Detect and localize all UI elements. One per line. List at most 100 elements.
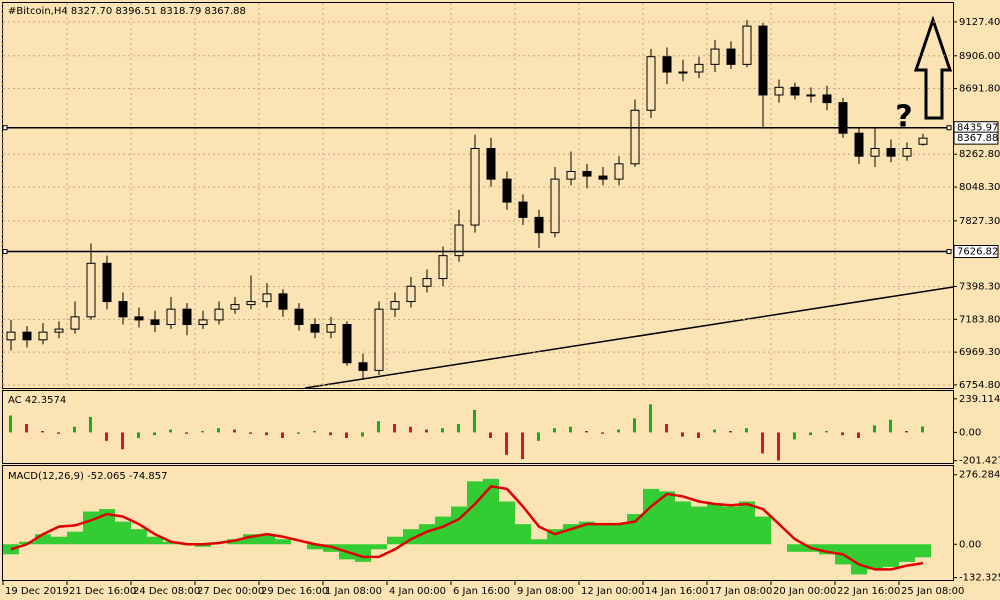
ac-bar xyxy=(761,432,764,454)
candle-body xyxy=(646,56,656,111)
candle-body xyxy=(902,148,912,157)
ac-bar xyxy=(809,432,812,436)
x-tick-label: 21 Dec 16:00 xyxy=(69,586,136,597)
candle-body xyxy=(470,148,480,226)
macd-bar xyxy=(819,544,835,555)
ac-bar xyxy=(553,428,556,433)
ac-bar xyxy=(217,428,220,433)
y-tick-label: -132.325 xyxy=(959,573,1000,584)
macd-bar xyxy=(883,544,899,567)
price-label: 8435.97 xyxy=(957,123,998,134)
ac-bar xyxy=(233,429,236,433)
ac-bar xyxy=(25,423,28,433)
ac-bar xyxy=(489,432,492,439)
macd-bar xyxy=(371,544,387,550)
ac-bar xyxy=(153,432,156,436)
y-tick-label: 0.00 xyxy=(959,427,981,438)
ac-bar xyxy=(697,432,700,439)
ac-bar xyxy=(73,426,76,433)
macd-bar xyxy=(243,534,259,545)
x-tick-label: 4 Jan 00:00 xyxy=(389,586,446,597)
y-tick-label: 8262.80 xyxy=(959,149,1000,160)
macd-bar xyxy=(147,536,163,545)
macd-bar xyxy=(259,534,275,545)
ac-bar xyxy=(633,418,636,433)
candle-body xyxy=(294,308,304,325)
x-tick-label: 20 Jan 00:00 xyxy=(773,586,836,597)
y-tick-label: 276.284 xyxy=(959,470,1000,481)
x-tick-label: 12 Jan 00:00 xyxy=(581,586,644,597)
candle-body xyxy=(6,331,16,341)
ac-bar xyxy=(169,429,172,433)
candle-body xyxy=(870,148,880,157)
candle-body xyxy=(694,63,704,73)
x-tick-label: 14 Jan 16:00 xyxy=(645,586,708,597)
macd-bar xyxy=(579,521,595,545)
macd-bar xyxy=(35,534,51,545)
candle-body xyxy=(134,316,144,321)
candle-body xyxy=(742,25,752,65)
macd-bar xyxy=(531,539,547,545)
ac-bar xyxy=(361,432,364,437)
ac-bar xyxy=(505,432,508,455)
candle-body xyxy=(70,316,80,330)
candle-body xyxy=(774,86,784,96)
macd-bar xyxy=(355,544,371,562)
ac-bar xyxy=(393,423,396,433)
candle-body xyxy=(550,178,560,234)
level-handle xyxy=(946,249,952,255)
ac-bar xyxy=(345,432,348,439)
ac-bar xyxy=(617,429,620,433)
ac-bar xyxy=(569,426,572,433)
ac-bar xyxy=(313,431,316,433)
ac-bar xyxy=(249,432,252,434)
ac-bar xyxy=(905,431,908,433)
ac-bar xyxy=(521,432,524,460)
macd-bar xyxy=(387,536,403,545)
ac-bar xyxy=(57,432,60,434)
macd-panel xyxy=(2,465,954,581)
ac-bar xyxy=(857,432,860,439)
candle-body xyxy=(102,262,112,303)
trend-line xyxy=(304,286,954,389)
candle-body xyxy=(214,308,224,321)
x-tick-label: 9 Jan 08:00 xyxy=(517,586,574,597)
macd-bar xyxy=(755,516,771,545)
ac-bar xyxy=(201,431,204,433)
current-price-label: 8367.88 xyxy=(957,133,998,144)
macd-bar xyxy=(707,504,723,545)
candle-body xyxy=(230,304,240,310)
candle-body xyxy=(710,48,720,65)
ac-bar xyxy=(425,429,428,433)
ac-bar xyxy=(729,431,732,433)
macd-bar xyxy=(115,521,131,545)
macd-bar xyxy=(643,488,659,545)
ac-bar xyxy=(921,426,924,433)
candle-body xyxy=(486,148,496,180)
ac-bar xyxy=(441,428,444,433)
candle-body xyxy=(150,319,160,325)
chart-title: #Bitcoin,H4 8327.70 8396.51 8318.79 8367… xyxy=(8,6,246,17)
ac-bar xyxy=(585,431,588,433)
candle-body xyxy=(262,293,272,303)
ac-bar xyxy=(873,425,876,433)
macd-bar xyxy=(307,544,323,550)
ac-bar xyxy=(649,404,652,433)
y-tick-label: 7183.80 xyxy=(959,314,1000,325)
ac-panel xyxy=(2,390,954,464)
ac-bar xyxy=(889,419,892,433)
candle-body xyxy=(614,163,624,180)
candle-body xyxy=(54,328,64,333)
candle-body xyxy=(806,94,816,97)
candle-body xyxy=(886,148,896,157)
ac-bar xyxy=(281,432,284,439)
candle-body xyxy=(166,308,176,325)
ac-bar xyxy=(537,432,540,441)
ac-bar xyxy=(185,432,188,434)
ac-bar xyxy=(105,432,108,441)
candle-body xyxy=(374,308,384,371)
ac-bar xyxy=(89,416,92,433)
macd-bar xyxy=(275,539,291,545)
